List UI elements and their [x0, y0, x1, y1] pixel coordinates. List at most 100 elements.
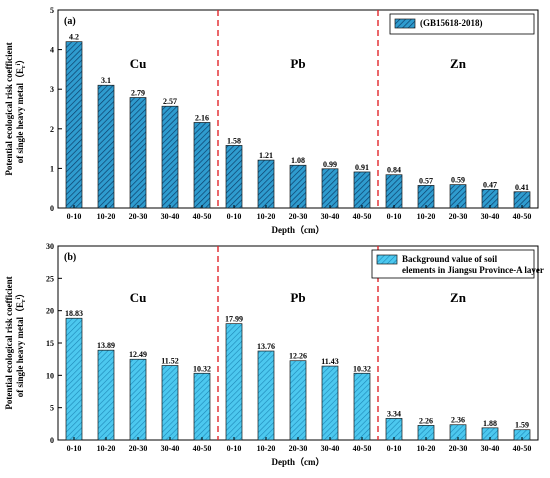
- x-tick-label: 0-10: [67, 444, 82, 453]
- y-tick-label: 25: [46, 274, 54, 283]
- group-label-cu: Cu: [130, 56, 147, 71]
- group-label-cu: Cu: [130, 290, 147, 305]
- data-label: 3.1: [101, 76, 111, 85]
- chart-panel-a: 0 1 2 3 4 5 4.2 0-10 3.1 10-20 2.79 20-30 2.57 30-40 2…: [4, 6, 539, 235]
- x-tick-label: 10-20: [417, 444, 436, 453]
- x-tick-label: 10-20: [97, 212, 116, 221]
- group-label-pb: Pb: [290, 290, 305, 305]
- group-label-zn: Zn: [450, 56, 467, 71]
- x-tick-label: 30-40: [321, 212, 340, 221]
- data-label: 1.88: [483, 419, 497, 428]
- bar: [193, 372, 211, 441]
- y-tick-label: 10: [46, 371, 54, 380]
- bar: [129, 97, 147, 209]
- x-tick-label: 40-50: [353, 212, 372, 221]
- x-tick-label: 30-40: [321, 444, 340, 453]
- x-tick-label: 20-30: [449, 444, 468, 453]
- data-label: 17.99: [225, 315, 243, 324]
- y-axis-title: Potential ecological risk coefficient: [4, 42, 14, 175]
- data-label: 18.83: [65, 309, 83, 318]
- bar: [321, 365, 339, 441]
- x-tick-label: 0-10: [67, 212, 82, 221]
- data-label: 2.16: [195, 113, 209, 122]
- legend-text: elements in Jiangsu Province-A layer: [402, 265, 544, 275]
- x-tick-label: 10-20: [97, 444, 116, 453]
- x-axis-title: Depth（cm）: [272, 457, 325, 467]
- bar: [225, 145, 243, 209]
- y-tick-label: 2: [50, 125, 54, 134]
- data-label: 11.52: [161, 357, 179, 366]
- data-label: 0.91: [355, 163, 369, 172]
- legend-text: (GB15618-2018): [420, 18, 483, 28]
- x-tick-label: 40-50: [193, 212, 212, 221]
- x-tick-label: 30-40: [161, 444, 180, 453]
- data-label: 2.79: [131, 89, 145, 98]
- x-tick-label: 20-30: [449, 212, 468, 221]
- data-label: 4.2: [69, 33, 79, 42]
- bar: [385, 174, 403, 209]
- data-label: 0.84: [387, 166, 401, 175]
- data-label: 12.49: [129, 350, 147, 359]
- bar: [353, 372, 371, 441]
- x-tick-label: 40-50: [193, 444, 212, 453]
- bar: [97, 84, 115, 209]
- data-label: 1.21: [259, 151, 273, 160]
- data-label: 10.32: [193, 364, 211, 373]
- panel-label: (a): [64, 16, 76, 27]
- x-tick-label: 10-20: [257, 212, 276, 221]
- bar: [321, 168, 339, 209]
- x-tick-label: 30-40: [481, 444, 500, 453]
- data-label: 10.32: [353, 364, 371, 373]
- bar: [65, 41, 83, 209]
- group-label-pb: Pb: [290, 56, 305, 71]
- bar: [65, 317, 83, 441]
- data-label: 0.41: [515, 183, 529, 192]
- data-label: 2.57: [163, 97, 177, 106]
- x-tick-label: 40-50: [513, 444, 532, 453]
- bar: [129, 358, 147, 441]
- bar: [161, 105, 179, 209]
- panel-label: (b): [64, 252, 76, 263]
- bar: [289, 164, 307, 209]
- bar: [257, 350, 275, 441]
- legend-swatch: [394, 18, 416, 29]
- legend-box: [371, 249, 535, 279]
- data-label: 13.89: [97, 341, 115, 350]
- y-tick-label: 5: [50, 6, 54, 15]
- data-label: 1.59: [515, 421, 529, 430]
- y-tick-label: 3: [50, 85, 54, 94]
- legend-text: Background value of soil: [402, 254, 498, 264]
- data-label: 3.34: [387, 409, 401, 418]
- data-label: 0.59: [451, 176, 465, 185]
- data-label: 11.43: [321, 357, 339, 366]
- x-tick-label: 0-10: [387, 212, 402, 221]
- x-tick-label: 30-40: [481, 212, 500, 221]
- y-tick-label: 15: [46, 339, 54, 348]
- data-label: 2.26: [419, 416, 433, 425]
- data-label: 0.99: [323, 160, 337, 169]
- x-tick-label: 40-50: [353, 444, 372, 453]
- legend-swatch: [376, 254, 398, 265]
- y-tick-label: 5: [50, 404, 54, 413]
- x-tick-label: 0-10: [227, 212, 242, 221]
- x-tick-label: 10-20: [257, 444, 276, 453]
- x-tick-label: 0-10: [387, 444, 402, 453]
- data-label: 1.08: [291, 156, 305, 165]
- bar: [449, 184, 467, 209]
- x-tick-label: 40-50: [513, 212, 532, 221]
- x-tick-label: 20-30: [289, 444, 308, 453]
- y-axis-title: of single heavy metal（Eri）: [15, 55, 27, 164]
- x-tick-label: 10-20: [417, 212, 436, 221]
- bar: [193, 122, 211, 209]
- legend-box: [389, 13, 535, 35]
- bar: [257, 159, 275, 209]
- data-label: 0.57: [419, 176, 433, 185]
- y-tick-label: 4: [50, 46, 54, 55]
- bar: [417, 185, 435, 209]
- x-tick-label: 30-40: [161, 212, 180, 221]
- data-label: 1.58: [227, 136, 241, 145]
- bar: [385, 418, 403, 441]
- bar: [289, 360, 307, 441]
- x-tick-label: 20-30: [129, 212, 148, 221]
